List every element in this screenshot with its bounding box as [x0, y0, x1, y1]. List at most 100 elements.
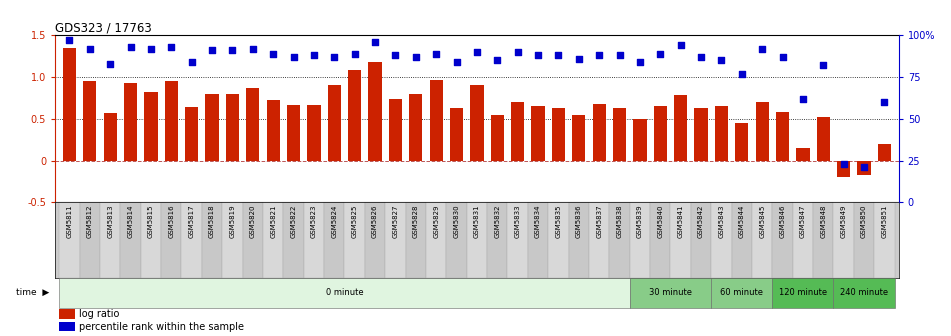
Text: GSM5824: GSM5824: [331, 205, 338, 238]
Bar: [145, 92, 158, 161]
Bar: [592, 104, 606, 161]
Bar: [406, 202, 426, 278]
Bar: [711, 202, 731, 278]
Point: [693, 54, 708, 60]
Text: time  ▶: time ▶: [16, 288, 49, 297]
Point: [572, 56, 587, 61]
Point: [144, 46, 159, 51]
Bar: [63, 48, 76, 161]
Point: [754, 46, 769, 51]
Point: [836, 161, 851, 167]
Point: [265, 51, 281, 56]
Bar: [141, 202, 161, 278]
Bar: [368, 62, 381, 161]
Bar: [569, 202, 589, 278]
Text: GSM5829: GSM5829: [433, 205, 439, 238]
Text: GSM5837: GSM5837: [596, 205, 602, 238]
Bar: [59, 322, 74, 331]
Bar: [471, 85, 483, 161]
Bar: [528, 202, 548, 278]
Text: GSM5838: GSM5838: [616, 205, 623, 238]
Bar: [776, 112, 789, 161]
Text: GSM5848: GSM5848: [821, 205, 826, 238]
Bar: [735, 123, 748, 161]
Bar: [121, 202, 141, 278]
Point: [184, 59, 200, 65]
Text: GSM5816: GSM5816: [168, 205, 174, 238]
Point: [82, 46, 97, 51]
Point: [408, 54, 423, 60]
Bar: [307, 106, 320, 161]
Bar: [246, 88, 260, 161]
Bar: [467, 202, 487, 278]
Text: GSM5820: GSM5820: [250, 205, 256, 238]
Text: 0 minute: 0 minute: [325, 288, 363, 297]
Text: GDS323 / 17763: GDS323 / 17763: [55, 21, 152, 34]
Bar: [731, 202, 752, 278]
Bar: [793, 202, 813, 278]
Point: [449, 59, 464, 65]
Bar: [833, 278, 895, 307]
Bar: [385, 202, 406, 278]
Bar: [674, 95, 688, 161]
Text: GSM5815: GSM5815: [148, 205, 154, 238]
Text: GSM5825: GSM5825: [352, 205, 358, 238]
Bar: [185, 107, 199, 161]
Text: GSM5812: GSM5812: [87, 205, 93, 238]
Bar: [650, 202, 670, 278]
Point: [510, 49, 525, 55]
Bar: [266, 99, 280, 161]
Point: [775, 54, 790, 60]
Bar: [715, 106, 728, 161]
Bar: [878, 144, 891, 161]
Bar: [409, 94, 422, 161]
Bar: [324, 202, 344, 278]
Bar: [833, 202, 854, 278]
Text: GSM5839: GSM5839: [637, 205, 643, 238]
Bar: [59, 278, 630, 307]
Bar: [532, 106, 545, 161]
Text: GSM5845: GSM5845: [759, 205, 766, 238]
Point: [490, 58, 505, 63]
Point: [632, 59, 648, 65]
Bar: [104, 113, 117, 161]
Text: GSM5850: GSM5850: [861, 205, 867, 238]
Bar: [633, 119, 647, 161]
Text: GSM5836: GSM5836: [575, 205, 582, 238]
Bar: [225, 94, 239, 161]
Bar: [630, 202, 650, 278]
Point: [62, 38, 77, 43]
Text: GSM5823: GSM5823: [311, 205, 317, 238]
Bar: [508, 202, 528, 278]
Point: [857, 165, 872, 170]
Bar: [854, 202, 874, 278]
Bar: [80, 202, 100, 278]
Text: GSM5841: GSM5841: [678, 205, 684, 238]
Text: GSM5821: GSM5821: [270, 205, 276, 238]
Bar: [348, 70, 361, 161]
Text: GSM5846: GSM5846: [780, 205, 786, 238]
Bar: [430, 80, 443, 161]
Bar: [491, 115, 504, 161]
Bar: [613, 108, 626, 161]
Bar: [450, 108, 463, 161]
Text: GSM5827: GSM5827: [393, 205, 398, 238]
Text: 120 minute: 120 minute: [779, 288, 827, 297]
Point: [652, 51, 668, 56]
Text: 60 minute: 60 minute: [720, 288, 764, 297]
Bar: [161, 202, 182, 278]
Bar: [344, 202, 365, 278]
Bar: [59, 202, 80, 278]
Point: [286, 54, 301, 60]
Text: GSM5811: GSM5811: [67, 205, 72, 238]
Bar: [796, 148, 809, 161]
Bar: [365, 202, 385, 278]
Text: GSM5847: GSM5847: [800, 205, 805, 238]
Text: GSM5844: GSM5844: [739, 205, 745, 238]
Bar: [100, 202, 121, 278]
Bar: [630, 278, 711, 307]
Bar: [328, 85, 340, 161]
Bar: [426, 202, 446, 278]
Point: [469, 49, 484, 55]
Point: [531, 53, 546, 58]
